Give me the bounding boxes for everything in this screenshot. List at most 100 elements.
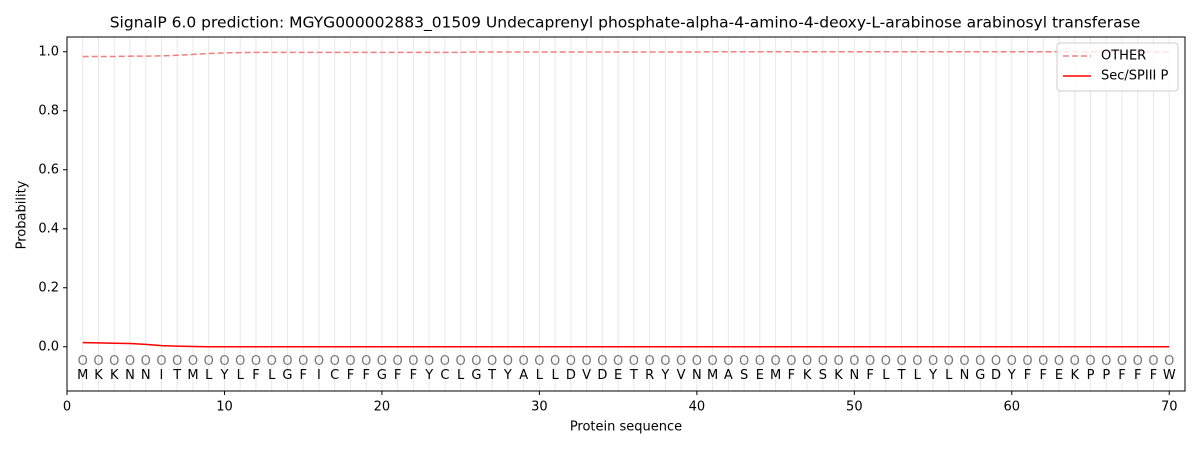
class-label: O bbox=[235, 354, 245, 369]
residue-label: E bbox=[614, 368, 622, 383]
class-label: O bbox=[456, 354, 466, 369]
y-tick-label: 0.8 bbox=[38, 103, 59, 118]
class-label: O bbox=[109, 354, 119, 369]
class-label: O bbox=[298, 354, 308, 369]
class-label: O bbox=[188, 354, 198, 369]
residue-label: T bbox=[172, 368, 181, 383]
class-label: O bbox=[582, 354, 592, 369]
residue-label: F bbox=[362, 368, 369, 383]
class-label: O bbox=[361, 354, 371, 369]
x-tick-label: 20 bbox=[374, 400, 391, 415]
class-label: O bbox=[849, 354, 859, 369]
class-label: O bbox=[818, 354, 828, 369]
class-label: O bbox=[597, 354, 607, 369]
class-label: O bbox=[865, 354, 875, 369]
residue-label: P bbox=[1102, 368, 1110, 383]
residue-label: I bbox=[317, 368, 321, 383]
residue-label: G bbox=[377, 368, 387, 383]
residue-label: Y bbox=[1007, 368, 1016, 383]
residue-label: S bbox=[740, 368, 748, 383]
class-label: O bbox=[424, 354, 434, 369]
residue-label: M bbox=[770, 368, 781, 383]
class-label: O bbox=[172, 354, 182, 369]
y-tick-label: 0.4 bbox=[38, 221, 59, 236]
class-label: O bbox=[1070, 354, 1080, 369]
residue-label: F bbox=[299, 368, 306, 383]
class-label: O bbox=[1085, 354, 1095, 369]
residue-label: K bbox=[834, 368, 843, 383]
class-label: O bbox=[156, 354, 166, 369]
residue-label: F bbox=[788, 368, 795, 383]
class-label: O bbox=[330, 354, 340, 369]
class-label: O bbox=[1133, 354, 1143, 369]
residue-label: N bbox=[960, 368, 970, 383]
residue-label: G bbox=[471, 368, 481, 383]
class-label: O bbox=[739, 354, 749, 369]
class-label: O bbox=[345, 354, 355, 369]
residue-label: Y bbox=[928, 368, 937, 383]
legend-box bbox=[1056, 42, 1179, 92]
class-label: O bbox=[314, 354, 324, 369]
class-label: O bbox=[1054, 354, 1064, 369]
class-label: O bbox=[770, 354, 780, 369]
class-label: O bbox=[707, 354, 717, 369]
class-label: O bbox=[1007, 354, 1017, 369]
residue-label: K bbox=[1071, 368, 1080, 383]
class-label: O bbox=[550, 354, 560, 369]
residue-label: F bbox=[347, 368, 354, 383]
x-tick-label: 60 bbox=[1004, 400, 1021, 415]
class-label: O bbox=[802, 354, 812, 369]
residue-label: F bbox=[1118, 368, 1125, 383]
residue-label: W bbox=[1163, 368, 1176, 383]
residue-label: I bbox=[160, 368, 164, 383]
residue-label: M bbox=[707, 368, 718, 383]
x-tick-label: 70 bbox=[1161, 400, 1178, 415]
residue-label: L bbox=[205, 368, 213, 383]
class-label: O bbox=[928, 354, 938, 369]
residue-label: K bbox=[94, 368, 103, 383]
class-label: O bbox=[755, 354, 765, 369]
residue-label: C bbox=[440, 368, 449, 383]
residue-label: S bbox=[819, 368, 827, 383]
class-label: O bbox=[1022, 354, 1032, 369]
residue-label: L bbox=[552, 368, 560, 383]
residue-label: Y bbox=[219, 368, 228, 383]
residue-label: F bbox=[1040, 368, 1047, 383]
chart-title: SignalP 6.0 prediction: MGYG000002883_01… bbox=[110, 14, 1141, 33]
residue-label: E bbox=[1055, 368, 1063, 383]
legend-label: OTHER bbox=[1101, 49, 1146, 64]
residue-label: M bbox=[77, 368, 88, 383]
class-label: O bbox=[440, 354, 450, 369]
residue-label: T bbox=[629, 368, 638, 383]
residue-label: L bbox=[945, 368, 953, 383]
x-tick-label: 10 bbox=[216, 400, 233, 415]
class-label: O bbox=[692, 354, 702, 369]
class-label: O bbox=[393, 354, 403, 369]
residue-label: D bbox=[991, 368, 1001, 383]
residue-label: K bbox=[110, 368, 119, 383]
residue-label: F bbox=[394, 368, 401, 383]
residue-label: L bbox=[536, 368, 544, 383]
residue-label: V bbox=[582, 368, 591, 383]
residue-label: A bbox=[724, 368, 733, 383]
residue-label: D bbox=[566, 368, 576, 383]
y-tick-label: 1.0 bbox=[38, 44, 59, 59]
class-label: O bbox=[786, 354, 796, 369]
residue-label: Y bbox=[503, 368, 512, 383]
residue-label: G bbox=[975, 368, 985, 383]
class-label: O bbox=[566, 354, 576, 369]
residue-label: L bbox=[237, 368, 245, 383]
class-label: O bbox=[881, 354, 891, 369]
y-tick-label: 0.0 bbox=[38, 339, 59, 354]
x-tick-label: 40 bbox=[689, 400, 706, 415]
class-label: O bbox=[944, 354, 954, 369]
x-tick-label: 30 bbox=[531, 400, 548, 415]
class-label: O bbox=[1101, 354, 1111, 369]
residue-label: F bbox=[1134, 368, 1141, 383]
residue-label: D bbox=[597, 368, 607, 383]
residue-label: F bbox=[866, 368, 873, 383]
residue-label: L bbox=[457, 368, 465, 383]
residue-label: N bbox=[849, 368, 859, 383]
residue-label: T bbox=[487, 368, 496, 383]
class-label: O bbox=[975, 354, 985, 369]
